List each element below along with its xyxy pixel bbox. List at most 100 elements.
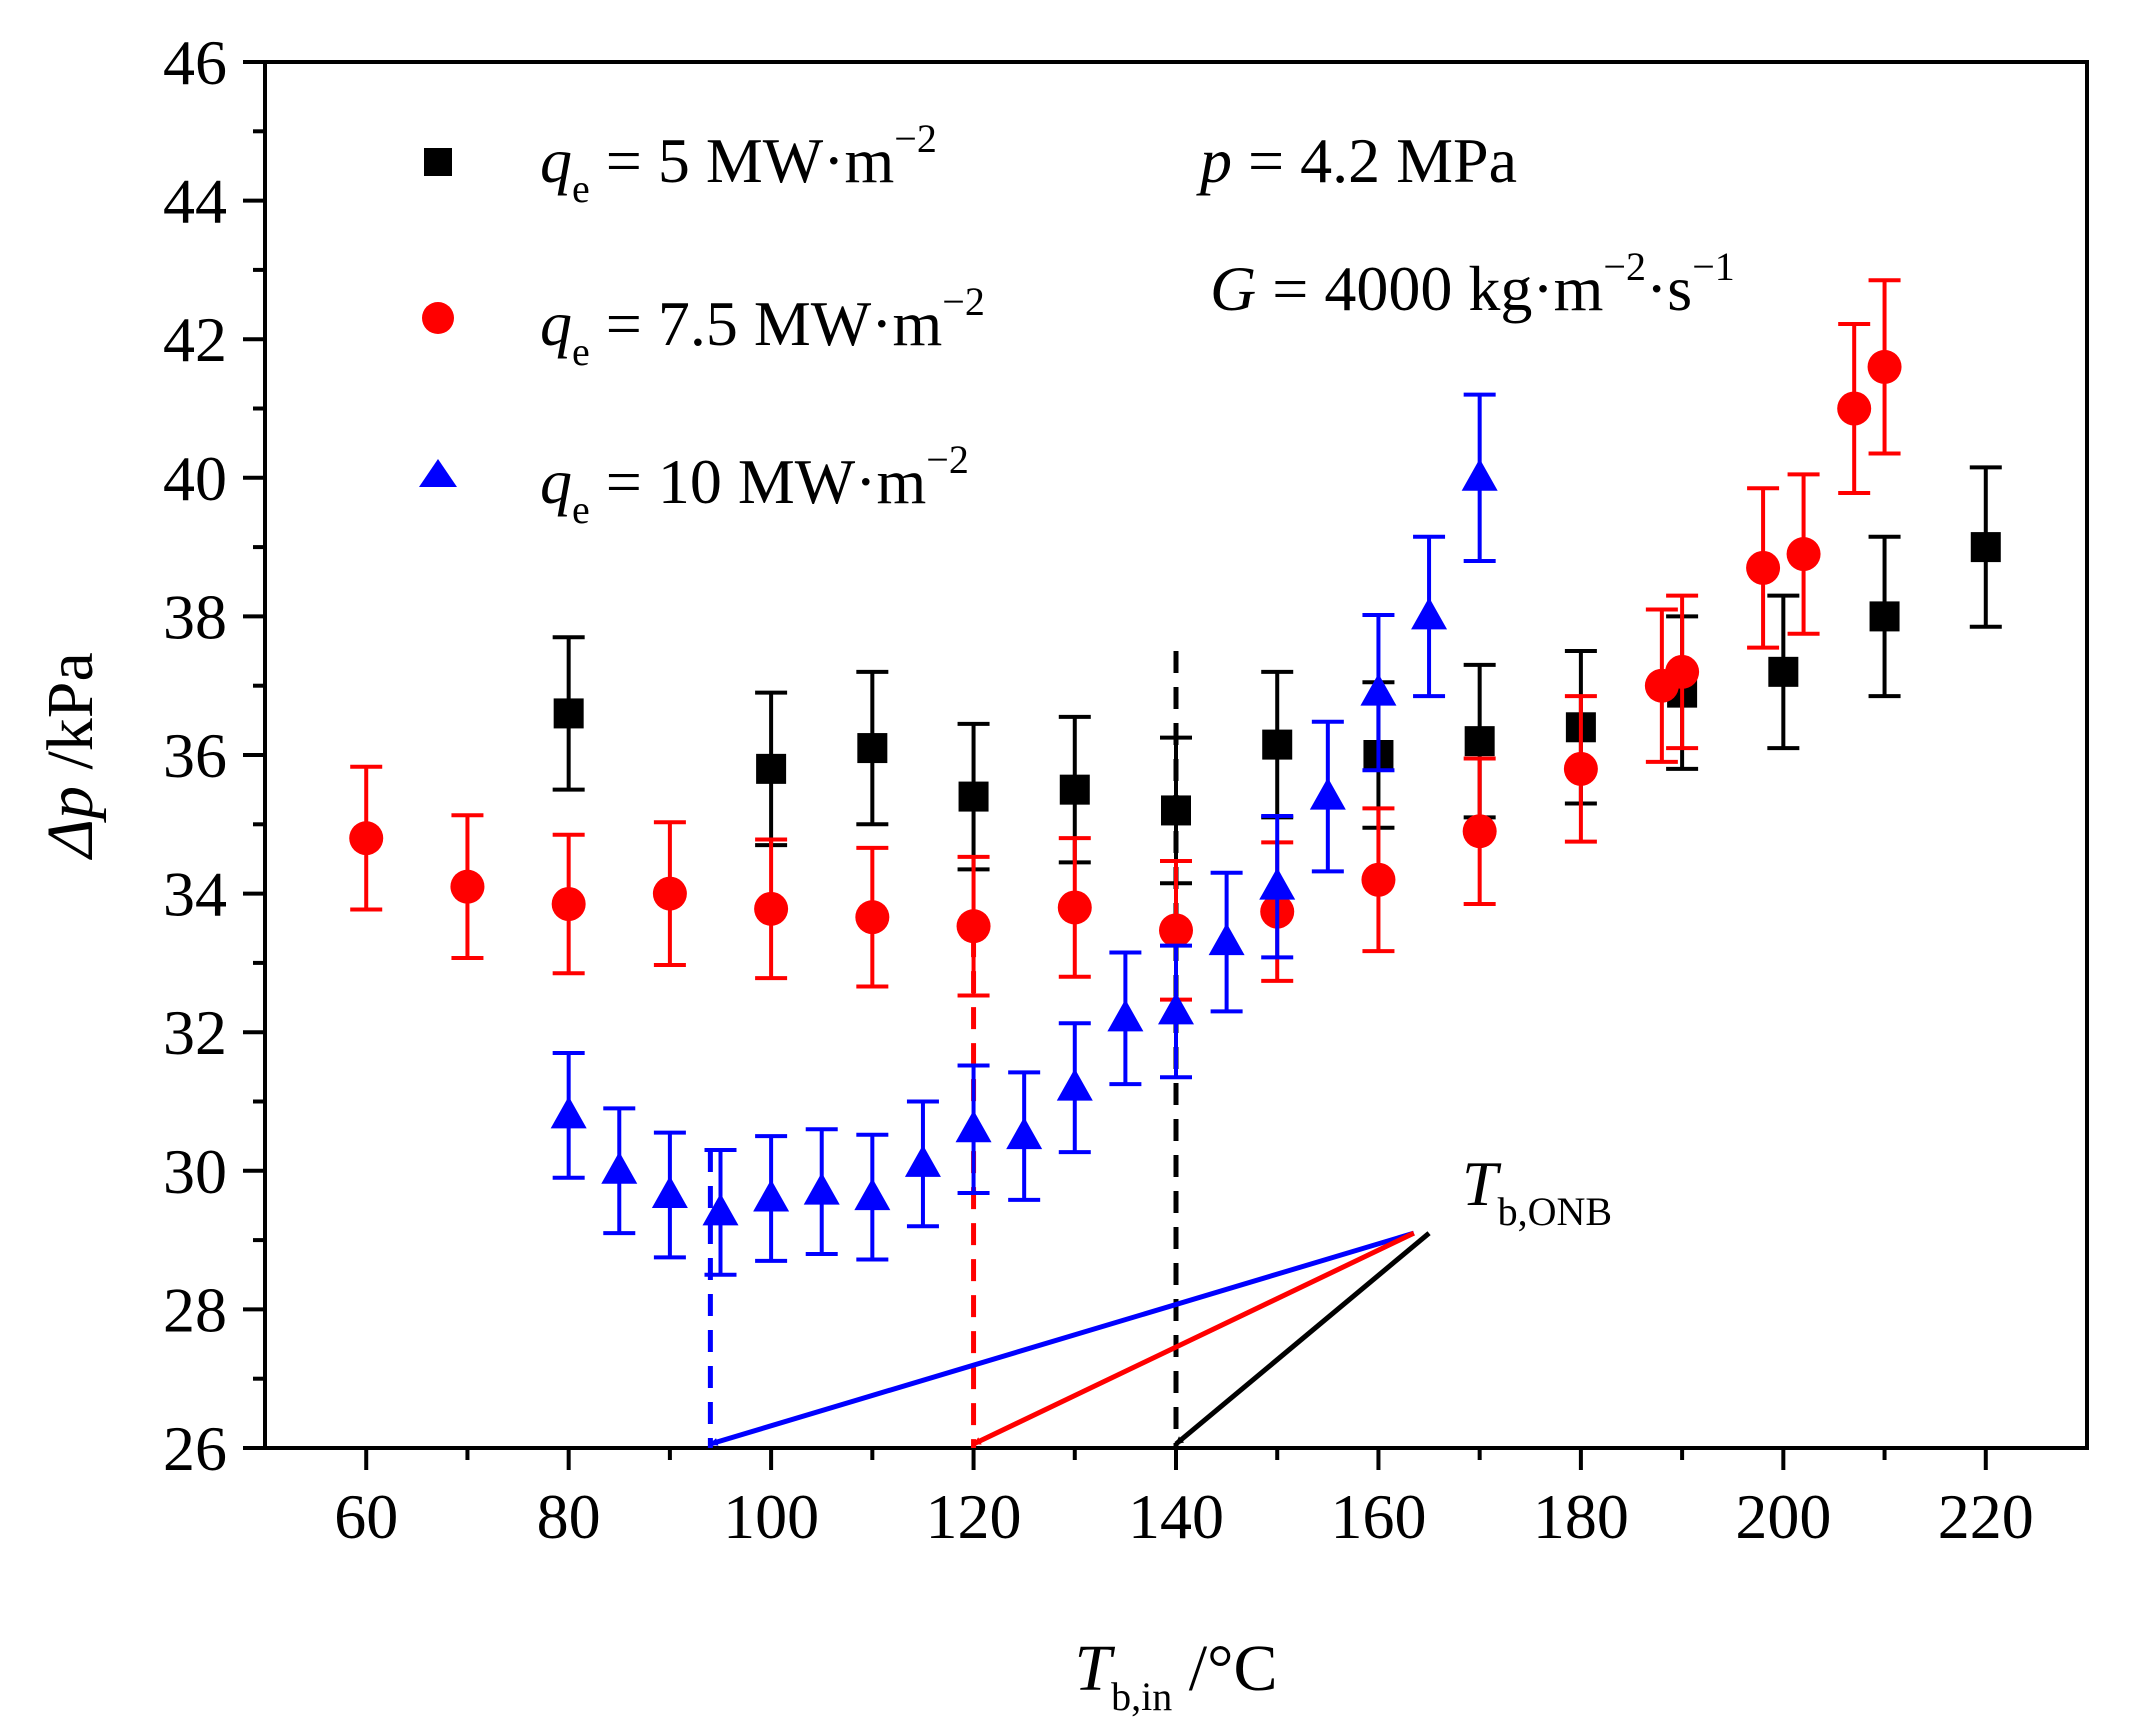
x-axis-title: Tb,in /°C (1074, 1632, 1277, 1719)
y-axis-symbol: Δp (34, 786, 107, 861)
y-tick-label: 30 (163, 1136, 227, 1207)
y-tick-label: 28 (163, 1274, 227, 1345)
onb-arrow (972, 1230, 1415, 1447)
y-tick-label: 36 (163, 720, 227, 791)
legend-5-rest: = 5 MW·m (590, 125, 895, 196)
data-point-circle (652, 876, 687, 911)
data-point-triangle (1056, 1068, 1093, 1101)
data-point-square (1161, 795, 1191, 826)
data-point-circle (956, 909, 991, 944)
data-point-triangle (702, 1193, 739, 1226)
data-point-square (1464, 726, 1495, 757)
legend-marker-black-square (424, 148, 452, 176)
data-point-square (958, 781, 989, 812)
legend-marker-red-circle (422, 302, 454, 334)
y-axis-unit: /kPa (34, 652, 107, 786)
x-tick-label: 100 (723, 1481, 819, 1552)
data-point-triangle (1360, 673, 1397, 706)
data-point-circle (349, 821, 384, 856)
data-point-triangle (955, 1110, 992, 1143)
x-axis-unit: /°C (1172, 1632, 1277, 1705)
axis-ticks (243, 60, 1988, 1470)
data-point-triangle (1259, 867, 1296, 900)
legend-marker-blue-triangle (419, 459, 457, 487)
data-point-triangle (854, 1178, 891, 1211)
series-circle (349, 278, 1902, 1002)
legend-label-7-5: qe = 7.5 MW·m−2 (540, 279, 985, 374)
data-point-circle (754, 891, 789, 926)
y-tick-label: 34 (163, 859, 227, 930)
x-tick-label: 60 (334, 1481, 398, 1552)
condition-mass-flux: G = 4000 kg·m−2·s−1 (1210, 244, 1735, 324)
data-point-triangle (1208, 923, 1245, 956)
x-axis-symbol: T (1074, 1632, 1115, 1705)
legend: qe = 5 MW·m−2 qe = 7.5 MW·m−2 qe = 10 MW… (419, 116, 985, 532)
condition-mass-flux-mid: ·s (1646, 253, 1692, 324)
condition-mass-flux-sym: G (1210, 253, 1256, 324)
x-tick-label: 220 (1938, 1481, 2034, 1552)
onb-arrow (709, 1230, 1415, 1447)
legend-10-sub: e (572, 487, 590, 532)
onb-label-sub: b,ONB (1498, 1189, 1612, 1234)
onb-annotation (707, 651, 1431, 1448)
data-point-triangle (651, 1176, 688, 1209)
data-series (349, 278, 2002, 1277)
data-point-triangle (1411, 597, 1448, 630)
legend-5-sub: e (572, 166, 590, 211)
data-point-square (1768, 656, 1799, 687)
legend-7-5-sup: −2 (942, 279, 985, 324)
data-point-triangle (1006, 1117, 1043, 1150)
data-point-triangle (803, 1172, 840, 1205)
x-tick-label: 140 (1128, 1481, 1224, 1552)
data-point-triangle (1158, 992, 1194, 1025)
data-point-circle (1665, 654, 1700, 689)
legend-label-10: qe = 10 MW·m−2 (540, 437, 969, 532)
x-axis-subscript: b,in (1111, 1674, 1172, 1719)
data-point-circle (551, 886, 586, 921)
data-point-square (857, 733, 888, 764)
y-tick-label: 40 (163, 443, 227, 514)
data-point-triangle (904, 1144, 941, 1177)
data-point-circle (1159, 913, 1193, 948)
data-point-circle (1563, 751, 1598, 786)
condition-pressure-rest: = 4.2 MPa (1232, 125, 1517, 196)
condition-mass-flux-sup2: −1 (1692, 244, 1735, 289)
legend-5-sym: q (540, 125, 572, 196)
legend-10-rest: = 10 MW·m (590, 446, 927, 517)
y-tick-label: 32 (163, 997, 227, 1068)
data-point-square (756, 753, 787, 784)
legend-label-5: qe = 5 MW·m−2 (540, 116, 937, 211)
y-tick-label: 42 (163, 304, 227, 375)
data-point-square (553, 698, 584, 729)
condition-pressure-sym: p (1196, 125, 1232, 196)
legend-7-5-sub: e (572, 329, 590, 374)
data-point-square (1970, 532, 2001, 563)
data-point-triangle (1461, 458, 1498, 491)
y-tick-label: 26 (163, 1413, 227, 1484)
series-triangle (550, 392, 1498, 1277)
onb-label-sym: T (1462, 1148, 1502, 1219)
data-point-circle (450, 869, 485, 904)
x-tick-label: 120 (926, 1481, 1022, 1552)
data-point-circle (1057, 890, 1092, 925)
data-point-circle (1837, 391, 1872, 426)
condition-pressure: p = 4.2 MPa (1196, 125, 1517, 196)
data-point-square (1262, 729, 1293, 760)
data-point-square (1869, 601, 1900, 632)
x-tick-label: 80 (537, 1481, 601, 1552)
y-tick-label: 38 (163, 581, 227, 652)
x-tick-label: 160 (1330, 1481, 1426, 1552)
data-point-triangle (550, 1096, 587, 1129)
legend-7-5-sym: q (540, 288, 572, 359)
condition-mass-flux-sup1: −2 (1603, 244, 1646, 289)
data-point-circle (1867, 349, 1902, 384)
data-point-circle (1462, 814, 1497, 849)
legend-10-sym: q (540, 446, 572, 517)
onb-label: Tb,ONB (1462, 1148, 1612, 1234)
data-point-circle (855, 900, 890, 935)
axis-tick-labels: 60 80 100 120 140 160 180 200 220 26 28 30 32 34 36 38 4… (163, 27, 2034, 1552)
y-tick-label: 46 (163, 27, 227, 98)
legend-10-sup: −2 (926, 437, 969, 482)
legend-7-5-rest: = 7.5 MW·m (590, 288, 943, 359)
